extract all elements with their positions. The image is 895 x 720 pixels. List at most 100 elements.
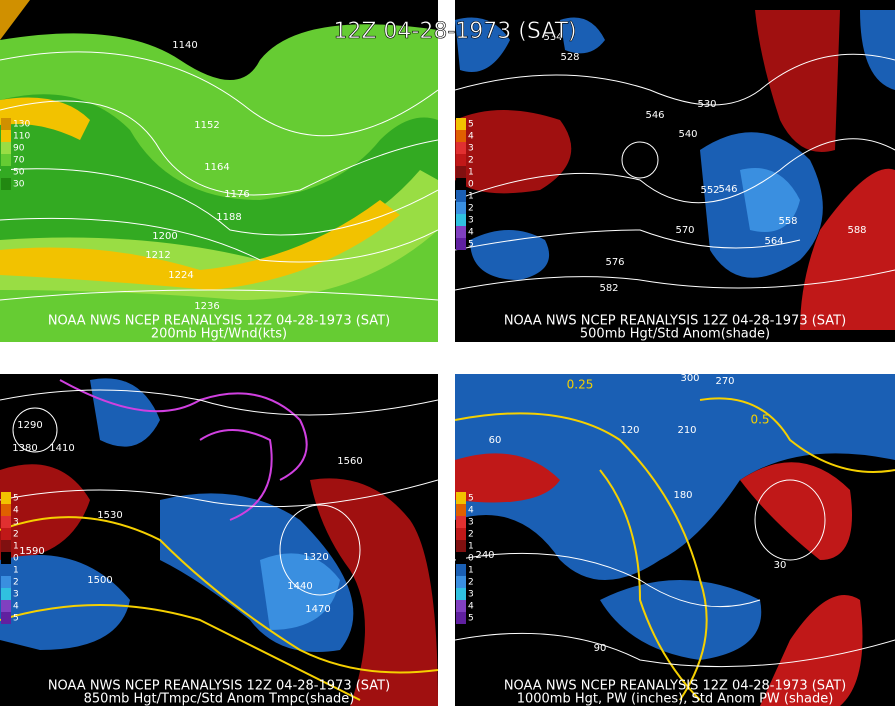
contour-label: 1530 [97, 510, 122, 521]
colorbar-label: 0 [13, 554, 19, 564]
panel-caption: NOAA NWS NCEP REANALYSIS 12Z 04-28-1973 … [504, 679, 846, 694]
colorbar-label: 3 [13, 518, 19, 528]
colorbar-swatch [456, 238, 466, 250]
contour-label: 180 [673, 490, 692, 501]
panel-caption: 1000mb Hgt, PW (inches), Std Anom PW (sh… [517, 692, 834, 707]
colorbar-label: 5 [468, 494, 474, 504]
colorbar-label: 1 [468, 566, 474, 576]
colorbar-swatch [456, 564, 466, 576]
contour-label: 300 [680, 373, 699, 384]
contour-label: 1224 [168, 270, 193, 281]
contour-label: 270 [715, 376, 734, 387]
colorbar-label: 5 [13, 494, 19, 504]
contour-label: 1590 [19, 546, 44, 557]
colorbar-label: 2 [468, 530, 474, 540]
contour-label: 210 [677, 425, 696, 436]
colorbar-swatch [456, 178, 466, 190]
colorbar-swatch [456, 504, 466, 516]
contour-label: 1320 [303, 552, 328, 563]
colorbar-label: 90 [13, 144, 25, 154]
colorbar-swatch [456, 214, 466, 226]
contour-label: 1140 [172, 40, 197, 51]
colorbar-swatch [1, 516, 11, 528]
contour-label: 546 [718, 184, 737, 195]
colorbar-swatch [456, 226, 466, 238]
contour-label: 240 [475, 550, 494, 561]
colorbar-swatch [456, 492, 466, 504]
colorbar-swatch [1, 166, 11, 178]
colorbar-swatch [456, 528, 466, 540]
colorbar-swatch [456, 118, 466, 130]
contour-label: 60 [489, 435, 502, 446]
panel-caption: 850mb Hgt/Tmpc/Std Anom Tmpc(shade) [84, 692, 355, 707]
colorbar-swatch [456, 202, 466, 214]
colorbar-swatch [1, 564, 11, 576]
colorbar-swatch [456, 154, 466, 166]
contour-label: 1212 [145, 250, 170, 261]
colorbar-swatch [1, 154, 11, 166]
colorbar-label: 3 [468, 518, 474, 528]
colorbar-label: 2 [13, 530, 19, 540]
contour-label: 1176 [224, 189, 249, 200]
colorbar-swatch [1, 576, 11, 588]
colorbar-label: 4 [468, 506, 474, 516]
contour-label: 540 [678, 129, 697, 140]
colorbar-label: 4 [13, 602, 19, 612]
colorbar-swatch [1, 600, 11, 612]
contour-label: 570 [675, 225, 694, 236]
contour-label: 1290 [17, 420, 42, 431]
contour-label: 528 [560, 52, 579, 63]
colorbar-swatch [456, 540, 466, 552]
colorbar-label: 5 [468, 614, 474, 624]
contour-label: 1164 [204, 162, 229, 173]
colorbar-swatch [1, 528, 11, 540]
panel-1000mb [455, 374, 895, 706]
colorbar-label: 3 [468, 144, 474, 154]
colorbar-swatch [456, 130, 466, 142]
colorbar-label: 2 [468, 156, 474, 166]
colorbar-swatch [1, 504, 11, 516]
contour-label: 0.5 [750, 413, 769, 427]
colorbar-swatch [456, 142, 466, 154]
colorbar-swatch [456, 190, 466, 202]
contour-label: 1188 [216, 212, 241, 223]
colorbar-label: 3 [468, 590, 474, 600]
panel-200mb [0, 0, 438, 342]
contour-label: 1500 [87, 575, 112, 586]
colorbar-label: 5 [468, 120, 474, 130]
colorbar-swatch [1, 552, 11, 564]
colorbar-label: 4 [13, 506, 19, 516]
colorbar-swatch [456, 600, 466, 612]
contour-label: 552 [700, 185, 719, 196]
panel-500mb [455, 0, 895, 342]
contour-label: 1200 [152, 231, 177, 242]
colorbar-swatch [1, 130, 11, 142]
contour-label: 1560 [337, 456, 362, 467]
contour-label: 588 [847, 225, 866, 236]
contour-label: 1440 [287, 581, 312, 592]
panel-850mb [0, 374, 438, 706]
contour-label: 1236 [194, 301, 219, 312]
colorbar-swatch [1, 142, 11, 154]
colorbar-label: 1 [13, 542, 19, 552]
panel-caption: 200mb Hgt/Wnd(kts) [151, 327, 287, 342]
colorbar-label: 2 [468, 204, 474, 214]
colorbar-label: 1 [468, 192, 474, 202]
colorbar-label: 130 [13, 120, 30, 130]
colorbar-swatch [456, 576, 466, 588]
contour-label: 546 [645, 110, 664, 121]
colorbar-label: 0 [468, 180, 474, 190]
panel-caption: NOAA NWS NCEP REANALYSIS 12Z 04-28-1973 … [48, 679, 390, 694]
contour-label: 30 [774, 560, 787, 571]
panel-caption: NOAA NWS NCEP REANALYSIS 12Z 04-28-1973 … [504, 314, 846, 329]
panel-caption: 500mb Hgt/Std Anom(shade) [580, 327, 770, 342]
contour-label: 1380 [12, 443, 37, 454]
colorbar-label: 1 [13, 566, 19, 576]
contour-label: 0.25 [567, 378, 594, 392]
colorbar-swatch [1, 540, 11, 552]
colorbar-swatch [1, 178, 11, 190]
panel-caption: NOAA NWS NCEP REANALYSIS 12Z 04-28-1973 … [48, 314, 390, 329]
colorbar-label: 2 [13, 578, 19, 588]
colorbar-label: 2 [468, 578, 474, 588]
colorbar-label: 3 [13, 590, 19, 600]
